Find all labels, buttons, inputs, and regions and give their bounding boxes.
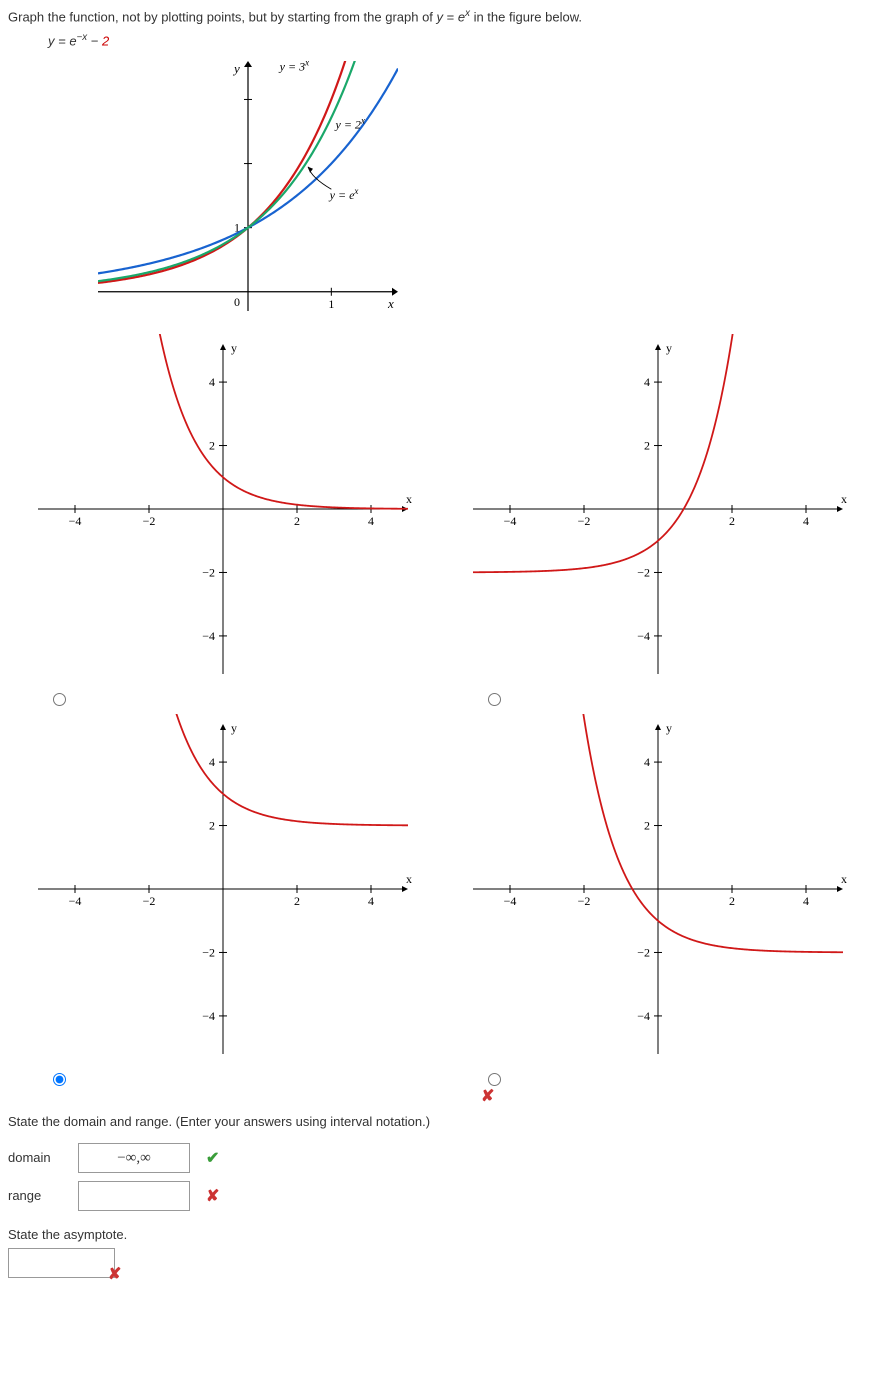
- svg-text:2: 2: [644, 438, 650, 452]
- svg-text:y: y: [231, 721, 237, 735]
- option-A: −4 −2 2 4 −4 −2 2 4 x y: [8, 334, 443, 714]
- svg-text:4: 4: [644, 375, 650, 389]
- svg-text:2: 2: [294, 514, 300, 528]
- svg-text:−2: −2: [143, 514, 156, 528]
- svg-text:−4: −4: [504, 514, 517, 528]
- option-D-feedback-icon: ✘: [481, 1086, 494, 1106]
- svg-text:−4: −4: [637, 1009, 650, 1023]
- svg-text:1: 1: [328, 296, 334, 310]
- svg-text:4: 4: [803, 894, 809, 908]
- svg-text:2: 2: [294, 894, 300, 908]
- svg-text:x: x: [406, 492, 412, 506]
- svg-text:2: 2: [729, 514, 735, 528]
- svg-text:−2: −2: [143, 894, 156, 908]
- svg-text:y: y: [232, 61, 240, 76]
- svg-text:2: 2: [209, 438, 215, 452]
- svg-text:2: 2: [209, 818, 215, 832]
- svg-text:y: y: [666, 341, 672, 355]
- range-label: range: [8, 1188, 78, 1203]
- svg-text:4: 4: [644, 755, 650, 769]
- range-input[interactable]: [78, 1181, 190, 1211]
- svg-text:−4: −4: [69, 894, 82, 908]
- svg-text:−2: −2: [578, 894, 591, 908]
- asymptote-input[interactable]: [8, 1248, 115, 1278]
- svg-text:−2: −2: [578, 514, 591, 528]
- option-C-radio[interactable]: [53, 1073, 66, 1086]
- svg-text:y = ex: y = ex: [329, 185, 359, 201]
- option-B-radio[interactable]: [488, 693, 501, 706]
- svg-text:y = 2x: y = 2x: [335, 115, 365, 131]
- reference-figure: 110xyy = 3xy = 2xy = ex: [98, 61, 869, 314]
- svg-text:−4: −4: [202, 629, 215, 643]
- question-intro: Graph the function, not by plotting poin…: [8, 8, 869, 24]
- svg-text:4: 4: [368, 894, 374, 908]
- svg-text:x: x: [387, 295, 394, 310]
- svg-text:−2: −2: [637, 945, 650, 959]
- option-B: −4 −2 2 4 −4 −2 2 4 x y: [443, 334, 877, 714]
- svg-text:0: 0: [234, 294, 240, 308]
- domain-input[interactable]: −∞,∞: [78, 1143, 190, 1173]
- svg-text:y: y: [666, 721, 672, 735]
- svg-text:4: 4: [209, 375, 215, 389]
- asymptote-prompt: State the asymptote.: [8, 1227, 869, 1242]
- svg-text:2: 2: [729, 894, 735, 908]
- svg-text:4: 4: [209, 755, 215, 769]
- svg-text:x: x: [406, 872, 412, 886]
- svg-text:−2: −2: [202, 945, 215, 959]
- svg-text:−4: −4: [504, 894, 517, 908]
- question-equation: y = e−x − 2: [48, 32, 869, 48]
- svg-text:x: x: [841, 492, 847, 506]
- option-D-radio[interactable]: [488, 1073, 501, 1086]
- svg-text:−4: −4: [637, 629, 650, 643]
- svg-text:4: 4: [368, 514, 374, 528]
- svg-text:x: x: [841, 872, 847, 886]
- svg-text:−2: −2: [202, 565, 215, 579]
- svg-text:y: y: [231, 341, 237, 355]
- asymptote-feedback-icon: ✘: [108, 1264, 869, 1284]
- domain-feedback-icon: ✔: [206, 1148, 219, 1168]
- domain-label: domain: [8, 1150, 78, 1165]
- range-feedback-icon: ✘: [206, 1186, 219, 1206]
- svg-text:−4: −4: [202, 1009, 215, 1023]
- option-A-radio[interactable]: [53, 693, 66, 706]
- graph-options-grid: −4 −2 2 4 −4 −2 2 4 x y −4 −2 2 4 −4 −2 2 4 x y −4 −2 2 4 −4 −2…: [8, 334, 869, 1094]
- option-C: −4 −2 2 4 −4 −2 2 4 x y: [8, 714, 443, 1094]
- svg-text:4: 4: [803, 514, 809, 528]
- svg-text:2: 2: [644, 818, 650, 832]
- svg-text:−2: −2: [637, 565, 650, 579]
- option-D: −4−224−4−224xy ✘: [443, 714, 877, 1094]
- svg-text:y = 3x: y = 3x: [279, 61, 309, 74]
- domain-range-prompt: State the domain and range. (Enter your …: [8, 1114, 869, 1129]
- svg-text:−4: −4: [69, 514, 82, 528]
